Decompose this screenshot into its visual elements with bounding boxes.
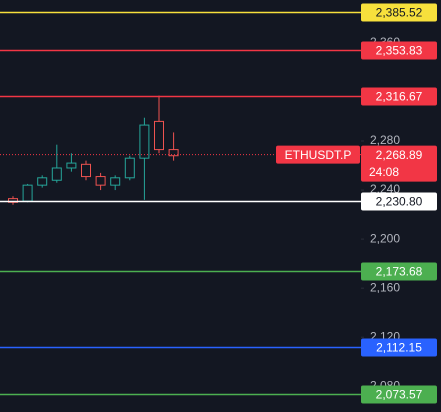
- price-label: 2,230.80: [376, 195, 423, 209]
- price-label-box: [361, 41, 437, 60]
- countdown: 24:08: [369, 165, 399, 179]
- y-tick-label: 2,280: [370, 133, 400, 147]
- symbol-box: [276, 145, 360, 164]
- y-tick-label: 2,200: [370, 231, 400, 245]
- price-label-box: [361, 338, 437, 357]
- candle-body: [66, 162, 77, 169]
- price-label-box: [361, 3, 437, 22]
- price-label: 2,385.52: [376, 6, 423, 20]
- price-label-box: [361, 385, 437, 404]
- candle-body: [139, 124, 150, 159]
- price-label: 2,073.57: [376, 388, 423, 402]
- candle-body: [8, 198, 18, 203]
- price-label-box: [361, 192, 437, 211]
- price-label: 2,173.68: [376, 265, 423, 279]
- candle-body: [124, 157, 135, 179]
- candle-body: [154, 120, 164, 151]
- price-label: 2,316.67: [376, 90, 423, 104]
- candle-body: [51, 167, 62, 181]
- symbol-label: ETHUSDT.P: [285, 148, 352, 162]
- candle-body: [37, 177, 48, 186]
- y-tick-label: 2,160: [370, 280, 400, 294]
- candle-body: [110, 177, 121, 186]
- price-label: 2,112.15: [376, 341, 422, 355]
- candle-body: [168, 149, 179, 157]
- price-label: 2,353.83: [376, 44, 423, 58]
- candle-body: [22, 184, 33, 202]
- last-price-label: 2,268.89: [376, 148, 423, 162]
- candle-body: [95, 176, 106, 186]
- price-label-box: [361, 87, 437, 106]
- candle-body: [81, 163, 91, 178]
- last-price-box: [361, 145, 437, 182]
- price-label-box: [361, 262, 437, 281]
